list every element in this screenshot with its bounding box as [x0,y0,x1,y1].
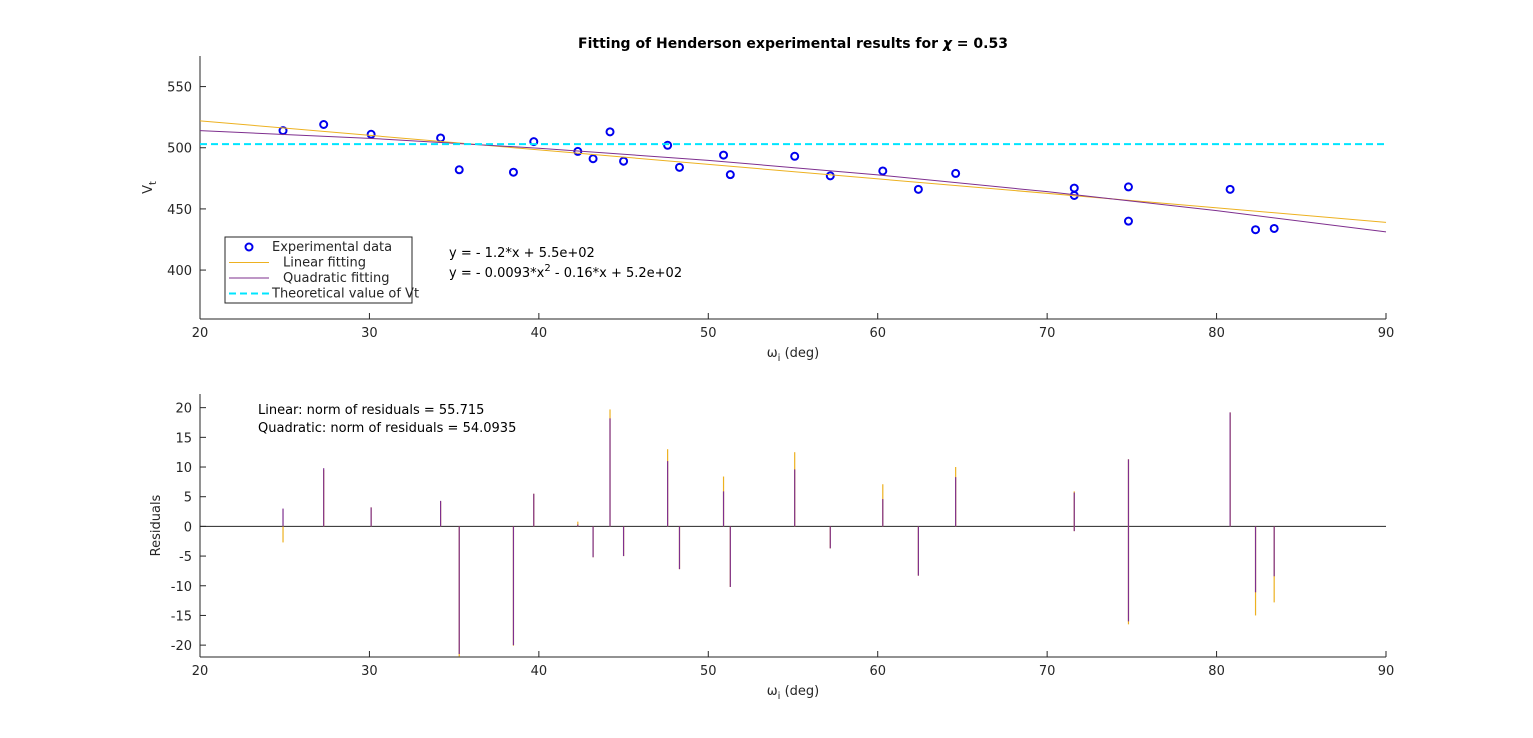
y-tick-label: 15 [175,431,192,446]
x-axis-label: ωi (deg) [767,346,819,364]
annotation: Quadratic: norm of residuals = 54.0935 [258,421,516,436]
x-tick-label: 30 [361,664,378,679]
x-tick-label: 60 [869,326,886,341]
x-tick-label: 40 [531,664,548,679]
y-axis-label: Vt [141,181,159,194]
data-point [951,168,961,178]
y-tick-label: 400 [167,264,192,279]
text-part: ω [767,346,778,361]
data-point [913,184,923,194]
text-part: (deg) [780,684,819,699]
legend-label: Linear fitting [283,256,366,271]
x-tick-label: 90 [1378,664,1395,679]
x-tick-label: 70 [1039,664,1056,679]
legend-label: Quadratic fitting [283,271,389,286]
x-tick-label: 20 [192,664,209,679]
data-point [619,156,629,166]
x-tick-label: 50 [700,664,717,679]
data-point [436,133,446,143]
chart-title: Fitting of Henderson experimental result… [578,36,1008,52]
text-part: = 0.53 [952,36,1008,52]
x-tick-label: 30 [361,326,378,341]
data-point [1269,223,1279,233]
fit-line [199,120,1387,223]
y-tick-label: 0 [184,520,192,535]
text-part: Linear: norm of residuals = 55.715 [258,403,484,418]
fit-line [199,130,1387,233]
y-tick-label: 20 [175,402,192,417]
text-part: y = - 1.2*x + 5.5e+02 [449,246,595,261]
text-part: 2 [544,263,550,274]
x-tick-label: 40 [531,326,548,341]
y-tick-label: -5 [179,550,192,565]
data-point [366,129,376,139]
text-part: t [148,181,159,185]
data-point [529,137,539,147]
text-part: i [778,691,781,702]
legend-box [224,236,413,304]
text-part: Fitting of Henderson experimental result… [578,36,943,52]
data-point [319,120,329,130]
text-part: χ [942,36,953,52]
data-point [1123,216,1133,226]
y-tick-label: 500 [167,142,192,157]
data-point [605,127,615,137]
legend-label: Experimental data [272,240,392,255]
text-part: ω [767,684,778,699]
y-tick-label: -20 [171,639,192,654]
x-tick-label: 20 [192,326,209,341]
text-part: V [141,185,156,194]
text-part: i [778,353,781,364]
data-point [508,167,518,177]
data-point [878,166,888,176]
legend-marker [244,242,254,252]
data-point [454,165,464,175]
data-point [1251,225,1261,235]
text-part: Residuals [149,494,164,556]
y-tick-label: -10 [171,580,192,595]
x-axis-label: ωi (deg) [767,684,819,702]
x-tick-label: 50 [700,326,717,341]
data-point [1069,183,1079,193]
annotation: Linear: norm of residuals = 55.715 [258,403,484,418]
text-part: y = - 0.0093*x [449,266,545,281]
data-point [725,170,735,180]
x-tick-label: 70 [1039,326,1056,341]
data-point [674,162,684,172]
data-point [663,140,673,150]
x-tick-label: 90 [1378,326,1395,341]
y-tick-label: 10 [175,461,192,476]
text-part: - 0.16*x + 5.2e+02 [551,266,682,281]
data-point [790,151,800,161]
data-point [1123,182,1133,192]
data-point [825,171,835,181]
data-point [719,150,729,160]
legend-label: Theoretical value of Vt [271,287,419,302]
data-point [588,154,598,164]
text-part: Quadratic: norm of residuals = 54.0935 [258,421,516,436]
x-tick-label: 60 [869,664,886,679]
y-axis-label: Residuals [149,494,164,556]
x-tick-label: 80 [1208,326,1225,341]
y-tick-label: 550 [167,81,192,96]
annotation: y = - 1.2*x + 5.5e+02 [449,246,595,261]
y-tick-label: 5 [184,491,192,506]
text-part: (deg) [780,346,819,361]
x-tick-label: 80 [1208,664,1225,679]
y-tick-label: -15 [171,609,192,624]
y-tick-label: 450 [167,203,192,218]
data-point [1225,184,1235,194]
annotation: y = - 0.0093*x2 - 0.16*x + 5.2e+02 [449,263,682,281]
